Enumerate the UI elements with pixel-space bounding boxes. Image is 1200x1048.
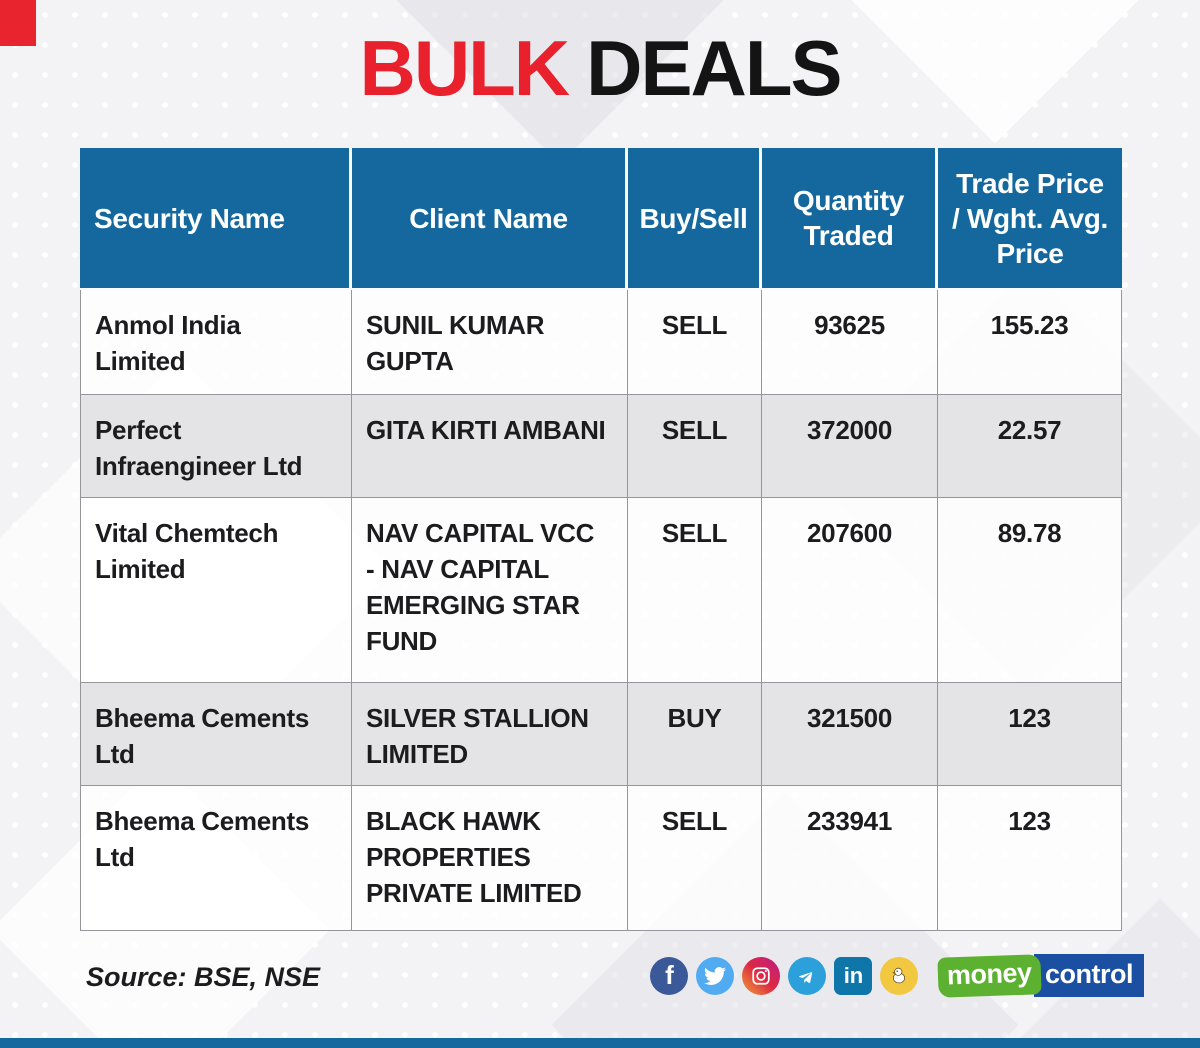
moneycontrol-logo[interactable]: money control bbox=[937, 953, 1144, 998]
page-title: BULK DEALS bbox=[0, 27, 1200, 110]
twitter-icon[interactable] bbox=[696, 956, 735, 995]
cell-security: Perfect Infraengineer Ltd bbox=[80, 395, 352, 498]
column-header-quantity: Quantity Traded bbox=[762, 148, 938, 290]
linkedin-icon[interactable]: in bbox=[834, 956, 873, 995]
instagram-icon[interactable] bbox=[742, 956, 781, 995]
moneycontrol-logo-money: money bbox=[937, 953, 1042, 998]
column-header-trade-price: Trade Price / Wght. Avg. Price bbox=[938, 148, 1122, 290]
cell-security: Bheema Cements Ltd bbox=[80, 786, 352, 931]
cell-price: 123 bbox=[938, 683, 1122, 786]
column-header-security-name: Security Name bbox=[80, 148, 352, 290]
column-header-client-name: Client Name bbox=[352, 148, 628, 290]
cell-client: GITA KIRTI AMBANI bbox=[352, 395, 628, 498]
cell-price: 123 bbox=[938, 786, 1122, 931]
bulk-deals-table: Security Name Client Name Buy/Sell Quant… bbox=[80, 148, 1122, 931]
telegram-icon[interactable] bbox=[788, 956, 827, 995]
cell-side: SELL bbox=[628, 786, 762, 931]
cell-client: SILVER STALLION LIMITED bbox=[352, 683, 628, 786]
koo-icon[interactable] bbox=[880, 956, 919, 995]
cell-price: 155.23 bbox=[938, 290, 1122, 395]
facebook-glyph: f bbox=[665, 960, 674, 990]
title-word-deals: DEALS bbox=[586, 24, 842, 112]
moneycontrol-logo-control: control bbox=[1034, 954, 1144, 997]
cell-quantity: 207600 bbox=[762, 498, 938, 683]
cell-quantity: 233941 bbox=[762, 786, 938, 931]
red-corner-accent bbox=[0, 0, 36, 46]
cell-side: SELL bbox=[628, 498, 762, 683]
cell-quantity: 321500 bbox=[762, 683, 938, 786]
cell-client: SUNIL KUMAR GUPTA bbox=[352, 290, 628, 395]
cell-quantity: 93625 bbox=[762, 290, 938, 395]
facebook-icon[interactable]: f bbox=[650, 956, 689, 995]
cell-security: Anmol India Limited bbox=[80, 290, 352, 395]
cell-side: BUY bbox=[628, 683, 762, 786]
title-word-bulk: BULK bbox=[359, 24, 571, 112]
cell-side: SELL bbox=[628, 290, 762, 395]
cell-client: NAV CAPITAL VCC - NAV CAPITAL EMERGING S… bbox=[352, 498, 628, 683]
column-header-buy-sell: Buy/Sell bbox=[628, 148, 762, 290]
cell-side: SELL bbox=[628, 395, 762, 498]
linkedin-glyph: in bbox=[843, 962, 864, 988]
cell-price: 22.57 bbox=[938, 395, 1122, 498]
cell-security: Bheema Cements Ltd bbox=[80, 683, 352, 786]
cell-security: Vital Chemtech Limited bbox=[80, 498, 352, 683]
cell-client: BLACK HAWK PROPERTIES PRIVATE LIMITED bbox=[352, 786, 628, 931]
social-links-bar: f in money contro bbox=[650, 953, 1144, 998]
cell-price: 89.78 bbox=[938, 498, 1122, 683]
blue-bottom-bar bbox=[0, 1038, 1200, 1048]
cell-quantity: 372000 bbox=[762, 395, 938, 498]
source-attribution: Source: BSE, NSE bbox=[86, 962, 321, 992]
